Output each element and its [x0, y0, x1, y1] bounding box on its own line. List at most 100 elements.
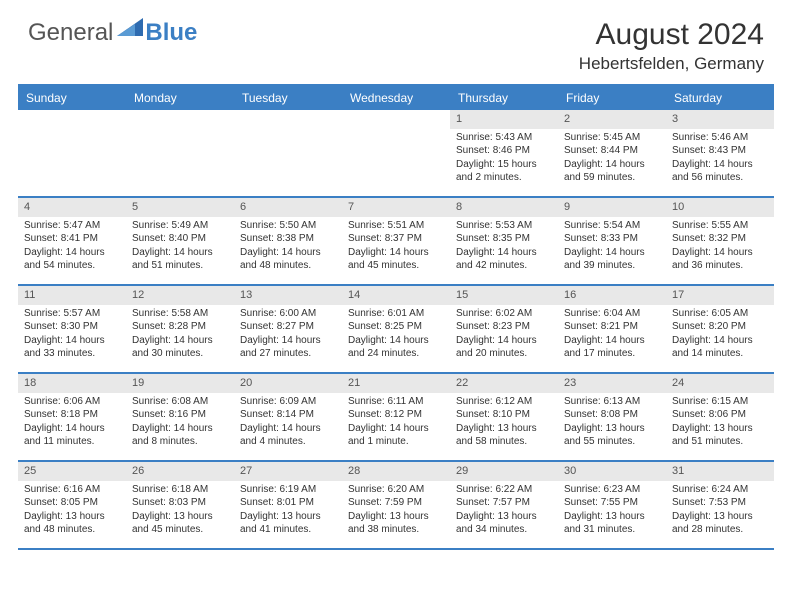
day-body: Sunrise: 6:08 AMSunset: 8:16 PMDaylight:…: [126, 393, 234, 453]
day-body: Sunrise: 6:09 AMSunset: 8:14 PMDaylight:…: [234, 393, 342, 453]
sunrise-text: Sunrise: 5:55 AM: [672, 219, 768, 233]
day-number: 7: [342, 198, 450, 217]
sunrise-text: Sunrise: 6:06 AM: [24, 395, 120, 409]
sunset-text: Sunset: 8:43 PM: [672, 144, 768, 158]
day-cell: 23Sunrise: 6:13 AMSunset: 8:08 PMDayligh…: [558, 374, 666, 460]
day-number: 12: [126, 286, 234, 305]
day-body: Sunrise: 6:16 AMSunset: 8:05 PMDaylight:…: [18, 481, 126, 541]
sunrise-text: Sunrise: 6:00 AM: [240, 307, 336, 321]
daylight-text: Daylight: 14 hours and 11 minutes.: [24, 422, 120, 449]
daylight-text: Daylight: 14 hours and 51 minutes.: [132, 246, 228, 273]
weekday-saturday: Saturday: [666, 86, 774, 110]
day-number: 4: [18, 198, 126, 217]
day-number: 14: [342, 286, 450, 305]
day-number: 10: [666, 198, 774, 217]
daylight-text: Daylight: 14 hours and 33 minutes.: [24, 334, 120, 361]
week-row: 18Sunrise: 6:06 AMSunset: 8:18 PMDayligh…: [18, 374, 774, 462]
daylight-text: Daylight: 13 hours and 58 minutes.: [456, 422, 552, 449]
day-number: 23: [558, 374, 666, 393]
sunrise-text: Sunrise: 6:18 AM: [132, 483, 228, 497]
day-body: Sunrise: 6:04 AMSunset: 8:21 PMDaylight:…: [558, 305, 666, 365]
sunset-text: Sunset: 8:06 PM: [672, 408, 768, 422]
title-block: August 2024 Hebertsfelden, Germany: [579, 18, 764, 74]
day-body: Sunrise: 6:22 AMSunset: 7:57 PMDaylight:…: [450, 481, 558, 541]
week-row: 11Sunrise: 5:57 AMSunset: 8:30 PMDayligh…: [18, 286, 774, 374]
day-number: 24: [666, 374, 774, 393]
sunset-text: Sunset: 8:35 PM: [456, 232, 552, 246]
sunrise-text: Sunrise: 5:45 AM: [564, 131, 660, 145]
day-cell: 26Sunrise: 6:18 AMSunset: 8:03 PMDayligh…: [126, 462, 234, 548]
sunrise-text: Sunrise: 6:04 AM: [564, 307, 660, 321]
day-cell: 21Sunrise: 6:11 AMSunset: 8:12 PMDayligh…: [342, 374, 450, 460]
day-cell: 1Sunrise: 5:43 AMSunset: 8:46 PMDaylight…: [450, 110, 558, 196]
weekday-friday: Friday: [558, 86, 666, 110]
day-cell: 13Sunrise: 6:00 AMSunset: 8:27 PMDayligh…: [234, 286, 342, 372]
sunset-text: Sunset: 8:05 PM: [24, 496, 120, 510]
day-body: Sunrise: 5:49 AMSunset: 8:40 PMDaylight:…: [126, 217, 234, 277]
daylight-text: Daylight: 13 hours and 55 minutes.: [564, 422, 660, 449]
daylight-text: Daylight: 13 hours and 28 minutes.: [672, 510, 768, 537]
day-body: Sunrise: 5:46 AMSunset: 8:43 PMDaylight:…: [666, 129, 774, 189]
day-body: Sunrise: 6:18 AMSunset: 8:03 PMDaylight:…: [126, 481, 234, 541]
sunrise-text: Sunrise: 6:05 AM: [672, 307, 768, 321]
day-body: Sunrise: 6:12 AMSunset: 8:10 PMDaylight:…: [450, 393, 558, 453]
daylight-text: Daylight: 13 hours and 51 minutes.: [672, 422, 768, 449]
day-cell: 10Sunrise: 5:55 AMSunset: 8:32 PMDayligh…: [666, 198, 774, 284]
daylight-text: Daylight: 14 hours and 42 minutes.: [456, 246, 552, 273]
day-body: Sunrise: 5:58 AMSunset: 8:28 PMDaylight:…: [126, 305, 234, 365]
day-cell: .: [126, 110, 234, 196]
day-cell: .: [234, 110, 342, 196]
day-cell: 3Sunrise: 5:46 AMSunset: 8:43 PMDaylight…: [666, 110, 774, 196]
sunset-text: Sunset: 8:30 PM: [24, 320, 120, 334]
daylight-text: Daylight: 13 hours and 48 minutes.: [24, 510, 120, 537]
day-body: Sunrise: 6:11 AMSunset: 8:12 PMDaylight:…: [342, 393, 450, 453]
day-number: 11: [18, 286, 126, 305]
daylight-text: Daylight: 14 hours and 14 minutes.: [672, 334, 768, 361]
day-number: 20: [234, 374, 342, 393]
day-cell: 5Sunrise: 5:49 AMSunset: 8:40 PMDaylight…: [126, 198, 234, 284]
sunrise-text: Sunrise: 6:24 AM: [672, 483, 768, 497]
day-body: Sunrise: 6:02 AMSunset: 8:23 PMDaylight:…: [450, 305, 558, 365]
day-body: Sunrise: 6:13 AMSunset: 8:08 PMDaylight:…: [558, 393, 666, 453]
day-cell: .: [342, 110, 450, 196]
daylight-text: Daylight: 14 hours and 59 minutes.: [564, 158, 660, 185]
sunset-text: Sunset: 8:16 PM: [132, 408, 228, 422]
weekday-row: SundayMondayTuesdayWednesdayThursdayFrid…: [18, 86, 774, 110]
logo: General Blue: [28, 18, 197, 47]
day-cell: 18Sunrise: 6:06 AMSunset: 8:18 PMDayligh…: [18, 374, 126, 460]
day-number: 9: [558, 198, 666, 217]
day-cell: .: [18, 110, 126, 196]
day-number: 29: [450, 462, 558, 481]
daylight-text: Daylight: 14 hours and 39 minutes.: [564, 246, 660, 273]
day-number: 2: [558, 110, 666, 129]
logo-triangle-icon: [117, 18, 143, 41]
daylight-text: Daylight: 14 hours and 24 minutes.: [348, 334, 444, 361]
day-cell: 4Sunrise: 5:47 AMSunset: 8:41 PMDaylight…: [18, 198, 126, 284]
sunrise-text: Sunrise: 5:51 AM: [348, 219, 444, 233]
sunset-text: Sunset: 8:20 PM: [672, 320, 768, 334]
sunrise-text: Sunrise: 5:43 AM: [456, 131, 552, 145]
sunrise-text: Sunrise: 5:54 AM: [564, 219, 660, 233]
week-row: 25Sunrise: 6:16 AMSunset: 8:05 PMDayligh…: [18, 462, 774, 550]
day-body: Sunrise: 5:47 AMSunset: 8:41 PMDaylight:…: [18, 217, 126, 277]
day-cell: 29Sunrise: 6:22 AMSunset: 7:57 PMDayligh…: [450, 462, 558, 548]
day-body: [234, 129, 342, 135]
sunrise-text: Sunrise: 6:22 AM: [456, 483, 552, 497]
daylight-text: Daylight: 13 hours and 34 minutes.: [456, 510, 552, 537]
sunset-text: Sunset: 8:10 PM: [456, 408, 552, 422]
sunrise-text: Sunrise: 5:47 AM: [24, 219, 120, 233]
sunrise-text: Sunrise: 6:08 AM: [132, 395, 228, 409]
day-cell: 2Sunrise: 5:45 AMSunset: 8:44 PMDaylight…: [558, 110, 666, 196]
day-body: Sunrise: 6:15 AMSunset: 8:06 PMDaylight:…: [666, 393, 774, 453]
sunrise-text: Sunrise: 6:09 AM: [240, 395, 336, 409]
day-number: 15: [450, 286, 558, 305]
sunrise-text: Sunrise: 6:12 AM: [456, 395, 552, 409]
day-body: Sunrise: 6:23 AMSunset: 7:55 PMDaylight:…: [558, 481, 666, 541]
sunset-text: Sunset: 7:59 PM: [348, 496, 444, 510]
weekday-thursday: Thursday: [450, 86, 558, 110]
day-body: Sunrise: 5:55 AMSunset: 8:32 PMDaylight:…: [666, 217, 774, 277]
day-number: 21: [342, 374, 450, 393]
day-number: 27: [234, 462, 342, 481]
day-number: 13: [234, 286, 342, 305]
daylight-text: Daylight: 13 hours and 41 minutes.: [240, 510, 336, 537]
